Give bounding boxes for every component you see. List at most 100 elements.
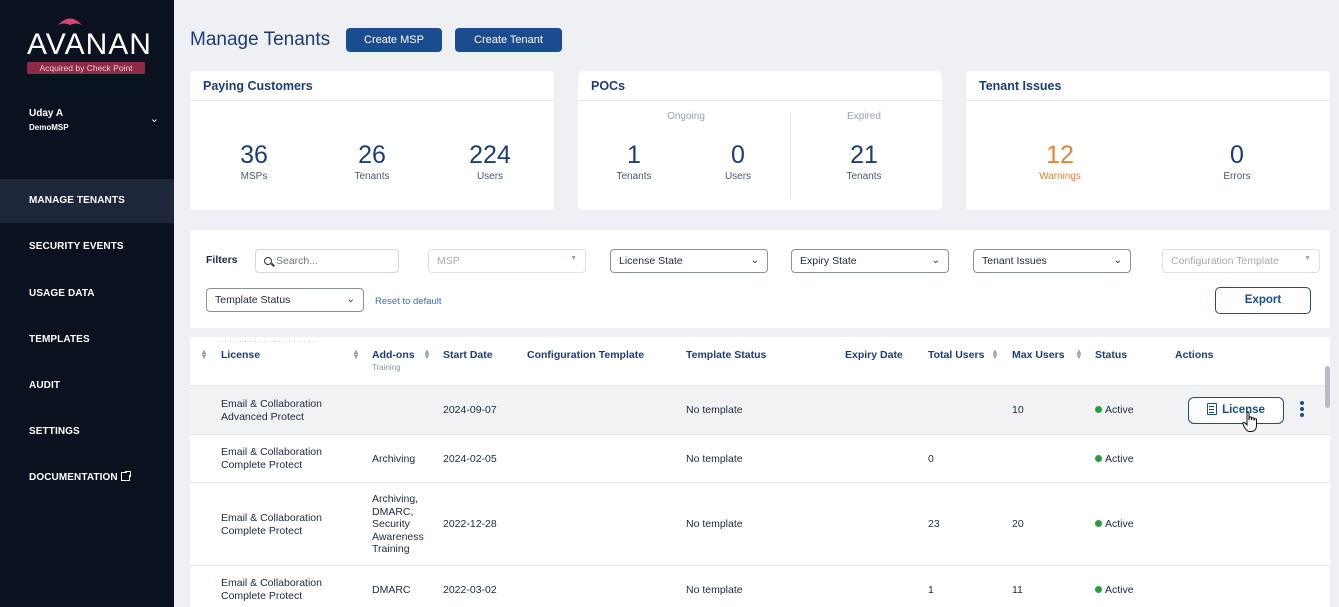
col-total-users[interactable]: Total Users — [928, 349, 985, 361]
sort-icon[interactable]: ▲ ▼ — [200, 347, 208, 361]
sort-icon[interactable]: ▲ ▼ — [352, 347, 360, 361]
col-status[interactable]: Status — [1095, 349, 1128, 361]
col-expiry-date[interactable]: Expiry Date — [845, 349, 903, 361]
configuration-template-select[interactable]: Configuration Template ▼ — [1162, 249, 1320, 273]
partial-addon-text: Training — [372, 363, 401, 372]
table-header: . . . . . . . . . . . . . . . . . . . . … — [190, 337, 1330, 385]
nav-item-settings[interactable]: SETTINGS — [0, 410, 174, 454]
partial-row-text: . . . . . . . . . . . . . . . . . . . . — [220, 337, 316, 344]
expired-tenants-count: 21 — [850, 141, 878, 169]
cell-start-date: 2024-09-07 — [443, 404, 497, 416]
user-menu[interactable]: Uday A DemoMSP ⌄ — [29, 108, 159, 132]
license-state-select[interactable]: License State ⌄ — [610, 249, 768, 273]
status-text: Active — [1105, 404, 1134, 416]
col-start-date[interactable]: Start Date — [443, 349, 493, 361]
nav-label: DOCUMENTATION — [29, 472, 118, 483]
create-msp-button[interactable]: Create MSP — [346, 28, 442, 52]
nav-label: SECURITY EVENTS — [29, 241, 124, 252]
status-dot — [1095, 455, 1102, 462]
msps-label: MSPs — [240, 171, 268, 182]
license-state-value: License State — [619, 255, 683, 267]
page-title: Manage Tenants — [190, 29, 331, 50]
nav-item-security-events[interactable]: SECURITY EVENTS — [0, 225, 174, 269]
cell-max-users: 11 — [1012, 584, 1023, 596]
cell-total-users: 0 — [928, 453, 934, 465]
license-button-label: License — [1222, 404, 1265, 416]
errors-stat[interactable]: 0 Errors — [1197, 141, 1277, 182]
expired-tenants-stat[interactable]: 21 Tenants — [824, 141, 904, 182]
nav-item-audit[interactable]: AUDIT — [0, 364, 174, 408]
nav-item-documentation[interactable]: DOCUMENTATION — [0, 456, 174, 500]
warnings-stat[interactable]: 12 Warnings — [1020, 141, 1100, 182]
configuration-template-value: Configuration Template — [1171, 255, 1279, 267]
user-name: Uday A — [29, 108, 64, 119]
table-row[interactable]: Email & Collaboration Complete Protect A… — [190, 482, 1330, 565]
table-row[interactable]: Email & Collaboration Complete Protect D… — [190, 565, 1330, 607]
export-button[interactable]: Export — [1215, 287, 1311, 314]
avanan-logo[interactable]: AVANAN Acquired by Check Point — [27, 18, 152, 74]
search-icon — [264, 257, 272, 265]
col-configuration-template[interactable]: Configuration Template — [527, 349, 645, 361]
tenant-issues-select[interactable]: Tenant Issues ⌄ — [973, 249, 1131, 273]
cell-license: Email & Collaboration Complete Protect — [221, 577, 322, 602]
create-tenant-button[interactable]: Create Tenant — [455, 28, 562, 52]
search-input[interactable]: Search... — [255, 249, 399, 273]
msp-select[interactable]: MSP ▼ — [428, 249, 586, 273]
card-title: Tenant Issues — [979, 79, 1062, 93]
table-scrollbar[interactable] — [1325, 366, 1330, 408]
cell-max-users: 10 — [1012, 404, 1024, 416]
divider — [190, 100, 554, 101]
chevron-down-icon: ⌄ — [750, 255, 759, 266]
reset-to-default-link[interactable]: Reset to default — [375, 296, 442, 307]
msps-stat[interactable]: 36 MSPs — [214, 141, 294, 182]
cell-addons: Archiving — [372, 453, 416, 465]
ongoing-label: Ongoing — [667, 111, 705, 122]
license-button[interactable]: License — [1188, 397, 1284, 424]
cell-license: Email & Collaboration Complete Protect — [221, 512, 322, 537]
cell-license: Email & Collaboration Complete Protect — [221, 446, 322, 471]
users-stat[interactable]: 224 Users — [450, 141, 530, 182]
hand-cursor-icon — [1242, 411, 1257, 432]
col-license[interactable]: License — [221, 349, 261, 361]
search-placeholder: Search... — [276, 255, 319, 267]
chevron-down-icon[interactable]: ⌄ — [149, 113, 159, 125]
col-template-status[interactable]: Template Status — [686, 349, 767, 361]
sort-icon[interactable]: ▲ ▼ — [423, 347, 431, 361]
card-title: POCs — [591, 79, 626, 93]
tenant-issues-value: Tenant Issues — [982, 255, 1047, 267]
tenants-count: 26 — [358, 141, 386, 169]
warnings-label: Warnings — [1039, 171, 1081, 182]
cell-template-status: No template — [686, 518, 743, 530]
filters-label: Filters — [206, 254, 238, 266]
expiry-state-select[interactable]: Expiry State ⌄ — [791, 249, 949, 273]
cell-start-date: 2024-02-05 — [443, 453, 497, 465]
logo-text: AVANAN — [27, 28, 152, 61]
ongoing-users-stat[interactable]: 0 Users — [698, 141, 778, 182]
nav-item-usage-data[interactable]: USAGE DATA — [0, 272, 174, 316]
col-addons[interactable]: Add-ons — [372, 349, 415, 361]
nav-item-templates[interactable]: TEMPLATES — [0, 318, 174, 362]
sort-icon[interactable]: ▲ ▼ — [991, 347, 999, 361]
chevron-down-icon: ⌄ — [1113, 255, 1122, 266]
more-actions-icon[interactable] — [1298, 401, 1306, 419]
cell-start-date: 2022-03-02 — [443, 584, 497, 596]
divider — [966, 100, 1330, 101]
col-max-users[interactable]: Max Users — [1012, 349, 1065, 361]
sort-icon[interactable]: ▲ ▼ — [1075, 347, 1083, 361]
col-actions: Actions — [1175, 349, 1214, 361]
template-status-select[interactable]: Template Status ⌄ — [206, 288, 364, 312]
tenants-table: . . . . . . . . . . . . . . . . . . . . … — [190, 337, 1330, 607]
template-status-value: Template Status — [215, 294, 291, 306]
ongoing-tenants-label: Tenants — [616, 171, 652, 182]
sidebar: AVANAN Acquired by Check Point Uday A De… — [0, 0, 174, 607]
table-row[interactable]: Email & Collaboration Complete Protect A… — [190, 434, 1330, 482]
tenants-stat[interactable]: 26 Tenants — [332, 141, 412, 182]
document-icon — [1207, 403, 1218, 415]
divider — [578, 100, 942, 101]
table-row[interactable]: Email & Collaboration Advanced Protect 2… — [190, 385, 1330, 434]
status-text: Active — [1105, 518, 1134, 530]
nav-label: USAGE DATA — [29, 288, 95, 299]
ongoing-tenants-stat[interactable]: 1 Tenants — [594, 141, 674, 182]
nav-label: MANAGE TENANTS — [29, 195, 125, 206]
nav-item-manage-tenants[interactable]: MANAGE TENANTS — [0, 179, 174, 223]
